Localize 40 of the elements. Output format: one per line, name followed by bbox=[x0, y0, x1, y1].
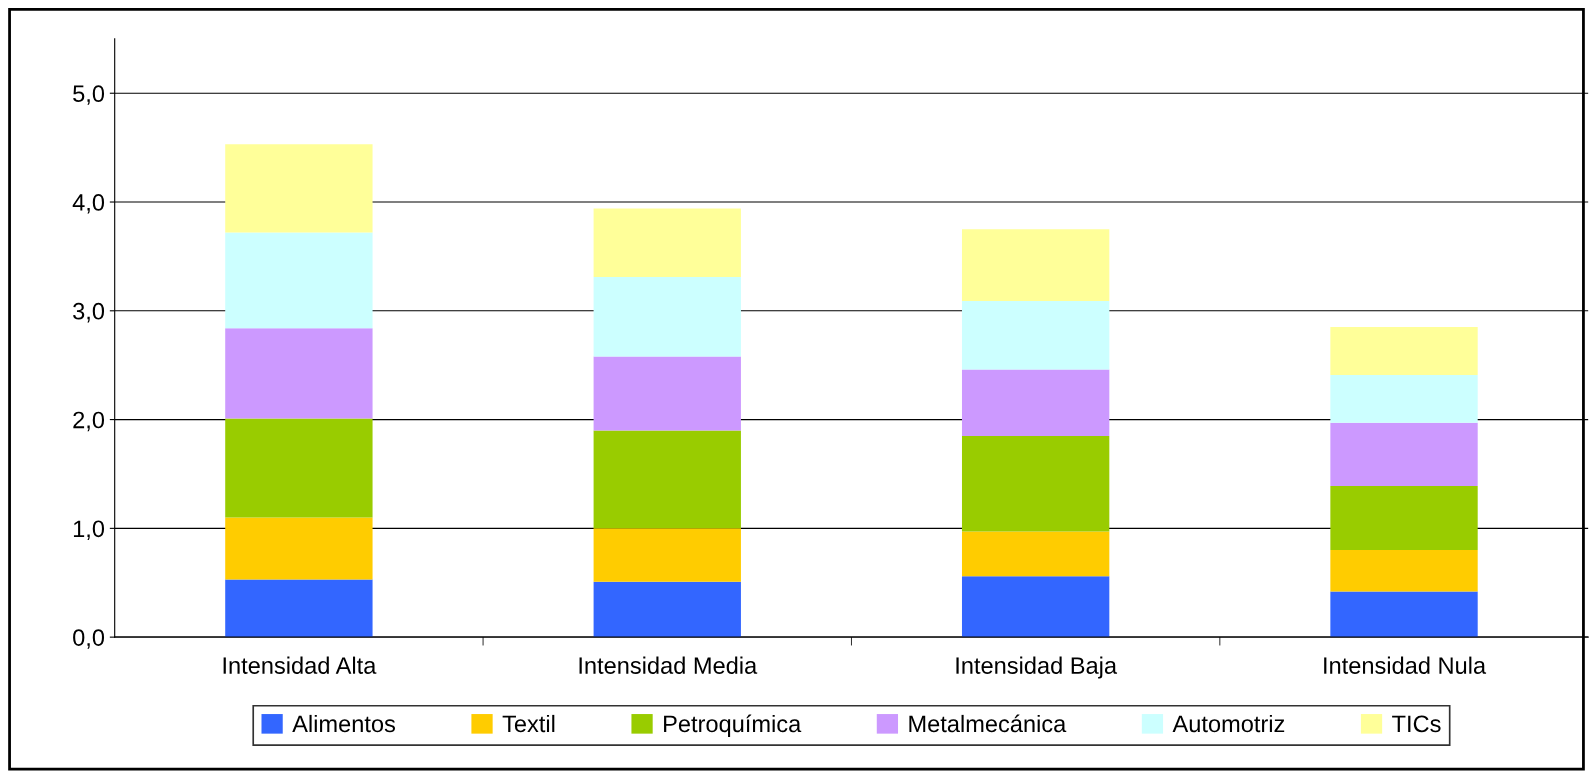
y-tick-label: 0,0 bbox=[73, 629, 105, 649]
bar bbox=[593, 430, 741, 529]
x-tick-label: Intensidad Nula bbox=[1324, 656, 1487, 674]
bar bbox=[961, 435, 1110, 532]
bar bbox=[1330, 591, 1478, 638]
bar bbox=[225, 418, 373, 518]
bar bbox=[593, 356, 741, 431]
y-tick-label: 1,0 bbox=[73, 520, 105, 540]
bar bbox=[225, 517, 373, 580]
bar bbox=[593, 208, 741, 278]
bar bbox=[1330, 374, 1478, 423]
bar bbox=[593, 277, 741, 357]
x-tick-label: Intensidad Baja bbox=[956, 656, 1118, 679]
bar bbox=[961, 301, 1110, 370]
x-tick-label: Intensidad Media bbox=[579, 656, 758, 674]
legend-label: TICs bbox=[1392, 715, 1441, 733]
y-tick-label: 4,0 bbox=[72, 194, 105, 214]
legend-label: Alimentos bbox=[292, 714, 395, 733]
legend-label: Petroquímica bbox=[664, 714, 802, 737]
bar bbox=[961, 369, 1110, 436]
legend-label: Metalmecánica bbox=[909, 714, 1067, 733]
x-tick-label: Intensidad Alta bbox=[223, 656, 377, 674]
y-tick-label: 2,0 bbox=[73, 411, 105, 432]
bar bbox=[1330, 422, 1478, 486]
bar bbox=[961, 229, 1110, 302]
legend-label: Textil bbox=[502, 714, 555, 733]
bar bbox=[961, 531, 1110, 577]
legend-label: Automotriz bbox=[1172, 714, 1285, 733]
bar bbox=[1330, 550, 1478, 592]
bar bbox=[225, 328, 373, 419]
bar bbox=[225, 232, 373, 329]
y-tick-label: 3,0 bbox=[73, 302, 105, 323]
bar bbox=[1330, 327, 1478, 375]
bar bbox=[225, 579, 373, 638]
bar bbox=[593, 528, 741, 582]
bar bbox=[225, 144, 373, 233]
bar bbox=[961, 576, 1110, 638]
bar bbox=[593, 581, 741, 638]
y-tick-label: 5,0 bbox=[73, 85, 105, 105]
bar bbox=[1330, 485, 1478, 551]
